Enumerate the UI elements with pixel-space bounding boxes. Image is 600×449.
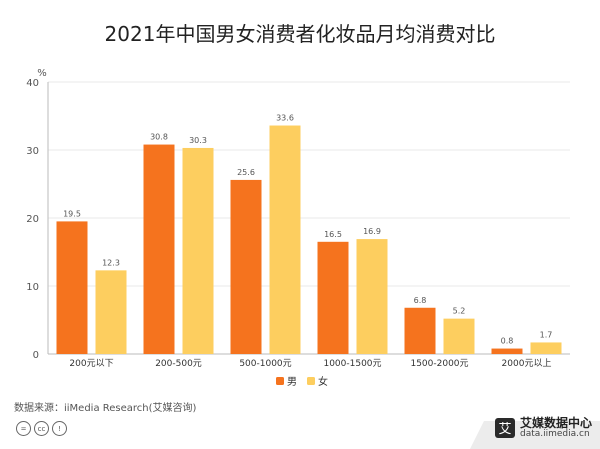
bar-male bbox=[143, 144, 175, 354]
brand-name: 艾媒数据中心 bbox=[519, 415, 592, 430]
bar-male bbox=[491, 348, 523, 354]
license-equal-icon: = bbox=[16, 421, 31, 436]
x-tick-label: 1500-2000元 bbox=[410, 359, 468, 369]
y-tick-label: 40 bbox=[26, 78, 39, 89]
legend-label: 男 bbox=[287, 376, 297, 388]
y-tick-label: 20 bbox=[26, 214, 39, 225]
bar-male bbox=[317, 241, 349, 354]
legend-swatch-female bbox=[307, 377, 315, 385]
bar-female bbox=[356, 239, 388, 354]
license-cc-icon: cc bbox=[34, 421, 49, 436]
brand-mark: 艾 艾媒数据中心 data.iimedia.cn bbox=[494, 415, 592, 439]
bar-male bbox=[56, 221, 88, 354]
bar-female bbox=[182, 147, 214, 354]
bar-female bbox=[443, 318, 475, 354]
data-label: 16.5 bbox=[324, 230, 342, 239]
legend-label: 女 bbox=[318, 375, 328, 388]
x-tick-label: 200-500元 bbox=[155, 359, 202, 369]
x-tick-label: 500-1000元 bbox=[239, 359, 291, 369]
data-label: 12.3 bbox=[102, 258, 120, 267]
license-icons: = cc ! bbox=[16, 421, 67, 436]
y-tick-label: 30 bbox=[26, 146, 39, 157]
brand-logo-icon: 艾 bbox=[494, 417, 515, 438]
data-label: 6.8 bbox=[414, 296, 427, 305]
y-axis-unit: % bbox=[37, 68, 47, 79]
data-label: 25.6 bbox=[237, 168, 255, 177]
data-label: 1.7 bbox=[540, 330, 553, 339]
y-tick-label: 10 bbox=[26, 282, 39, 293]
data-label: 33.6 bbox=[276, 114, 294, 123]
bar-female bbox=[530, 342, 562, 354]
bar-chart: 0 10 20 30 40% 19.5 12.3 200元以下 30.8 30.3 200-500元… bbox=[26, 68, 570, 388]
license-by-icon: ! bbox=[52, 421, 67, 436]
bar-female bbox=[95, 270, 127, 354]
legend-swatch-male bbox=[276, 377, 284, 385]
data-source: 数据来源：iiMedia Research(艾媒咨询) bbox=[14, 403, 197, 414]
data-label: 16.9 bbox=[363, 227, 381, 236]
bar-female bbox=[269, 125, 301, 355]
data-label: 0.8 bbox=[501, 337, 514, 346]
y-tick-label: 0 bbox=[33, 350, 39, 361]
data-label: 30.3 bbox=[189, 136, 207, 145]
data-label: 5.2 bbox=[453, 307, 466, 316]
x-tick-label: 1000-1500元 bbox=[323, 359, 381, 369]
chart-title: 2021年中国男女消费者化妆品月均消费对比 bbox=[104, 22, 496, 46]
brand-url: data.iimedia.cn bbox=[519, 428, 590, 439]
x-tick-label: 200元以下 bbox=[69, 359, 113, 369]
data-label: 30.8 bbox=[150, 133, 168, 142]
bar-male bbox=[230, 179, 262, 354]
data-label: 19.5 bbox=[63, 209, 81, 218]
x-tick-label: 2000元以上 bbox=[502, 358, 552, 369]
bar-male bbox=[404, 307, 436, 354]
